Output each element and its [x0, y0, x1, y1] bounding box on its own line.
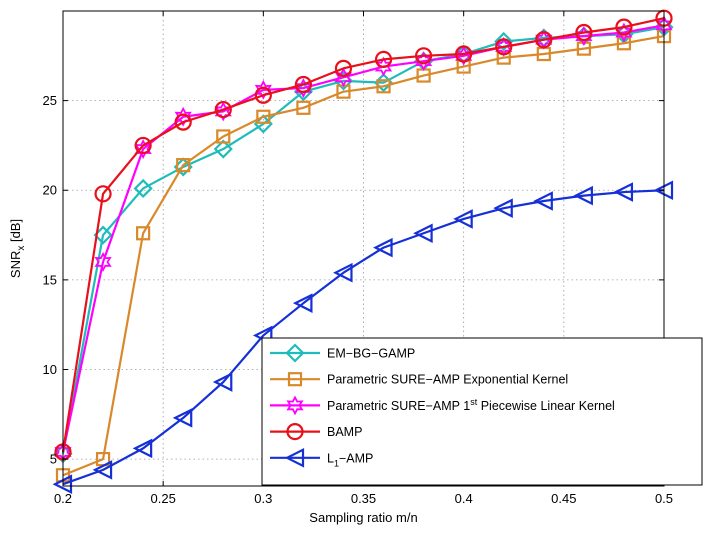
data-point [292, 293, 313, 313]
x-tick-label: 0.4 [455, 491, 473, 506]
data-point [134, 136, 152, 155]
data-point [616, 36, 632, 51]
x-axis-label: Sampling ratio m/n [309, 510, 417, 525]
data-point [216, 129, 231, 144]
data-point [533, 191, 553, 211]
data-point [212, 372, 233, 392]
data-point [92, 460, 113, 480]
y-axis-label: SNRx [dB] [8, 219, 27, 278]
legend-label-superscript: st [470, 397, 478, 407]
data-point [334, 59, 353, 77]
data-point [575, 23, 593, 42]
ticks: 0.2 0.25 0.3 0.35 0.4 0.45 0.5 5 10 15 20 25 [43, 11, 673, 506]
y-tick-label: 5 [50, 452, 57, 467]
y-axis-label-unit: [dB] [8, 219, 23, 246]
data-point [214, 100, 232, 119]
data-point [573, 185, 593, 206]
legend-marker [284, 448, 305, 468]
data-point [294, 75, 312, 94]
x-tick-label: 0.5 [655, 491, 673, 506]
data-point [613, 182, 634, 202]
data-point [94, 252, 112, 272]
legend-label-subscript: 1 [334, 458, 339, 468]
data-point [136, 226, 151, 241]
legend-label-text: L [327, 451, 334, 465]
legend-label-text: Parametric SURE−AMP Exponential Kernel [327, 373, 568, 387]
data-point [296, 100, 311, 115]
legend-marker [286, 423, 304, 441]
legend: EM−BG−GAMP Parametric SURE−AMP Exponentia… [261, 337, 703, 486]
legend-marker [285, 343, 305, 363]
data-point [132, 438, 153, 459]
x-tick-label: 0.25 [151, 491, 176, 506]
series-line [61, 17, 665, 453]
series-1 [55, 28, 672, 483]
data-point [535, 31, 553, 49]
x-tick-label: 0.3 [254, 491, 272, 506]
data-point [254, 86, 272, 104]
legend-label: Parametric SURE−AMP Exponential Kernel [327, 373, 568, 387]
data-point [495, 38, 513, 56]
legend-entry: Parametric SURE−AMP 1st Piecewise Linear… [270, 395, 615, 416]
data-point [373, 237, 393, 258]
y-tick-label: 10 [43, 362, 57, 377]
data-point [254, 79, 272, 100]
data-point [213, 139, 233, 159]
data-point [376, 79, 391, 94]
legend-label-text-rest: Piecewise Linear Kernel [477, 399, 615, 413]
data-point [494, 31, 514, 52]
legend-label-text-rest: −AMP [339, 451, 373, 465]
data-point [615, 18, 633, 36]
data-point [94, 185, 112, 203]
legend-label-text: Parametric SURE−AMP 1 [327, 399, 470, 413]
series-line [62, 35, 665, 477]
legend-label: Parametric SURE−AMP 1st Piecewise Linear… [327, 397, 615, 413]
y-tick-label: 15 [43, 272, 57, 287]
series-3 [54, 9, 673, 461]
legend-entry: L1−AMP [270, 448, 373, 468]
data-point [415, 47, 433, 65]
legend-label: BAMP [327, 425, 362, 439]
data-point [496, 50, 511, 65]
data-point [453, 209, 473, 229]
data-point [374, 50, 393, 68]
x-tick-label: 0.35 [351, 491, 376, 506]
legend-marker [286, 395, 304, 416]
series-line [62, 189, 665, 486]
data-point [493, 198, 513, 218]
y-axis-label-subscript: x [16, 246, 27, 251]
x-tick-label: 0.45 [551, 491, 576, 506]
data-point [133, 178, 153, 199]
legend-label-text: EM−BG−GAMP [327, 347, 415, 361]
data-point [413, 223, 433, 244]
y-tick-label: 20 [43, 183, 57, 198]
legend-box [261, 337, 703, 486]
data-point [333, 262, 353, 283]
legend-label-text: BAMP [327, 425, 362, 439]
y-tick-label: 25 [43, 93, 57, 108]
data-point [256, 109, 271, 124]
legend-entry: Parametric SURE−AMP Exponential Kernel [270, 372, 568, 387]
legend-marker [287, 372, 303, 387]
data-point [176, 158, 191, 173]
x-tick-label: 0.2 [54, 491, 72, 506]
legend-label: EM−BG−GAMP [327, 347, 415, 361]
data-point [172, 408, 193, 428]
y-axis-label-main: SNR [8, 251, 23, 278]
data-point [174, 106, 192, 127]
legend-entry: BAMP [270, 423, 362, 441]
data-point [455, 45, 473, 63]
data-point [174, 113, 192, 131]
legend-entry: EM−BG−GAMP [270, 343, 415, 363]
legend-label: L1−AMP [327, 451, 373, 468]
